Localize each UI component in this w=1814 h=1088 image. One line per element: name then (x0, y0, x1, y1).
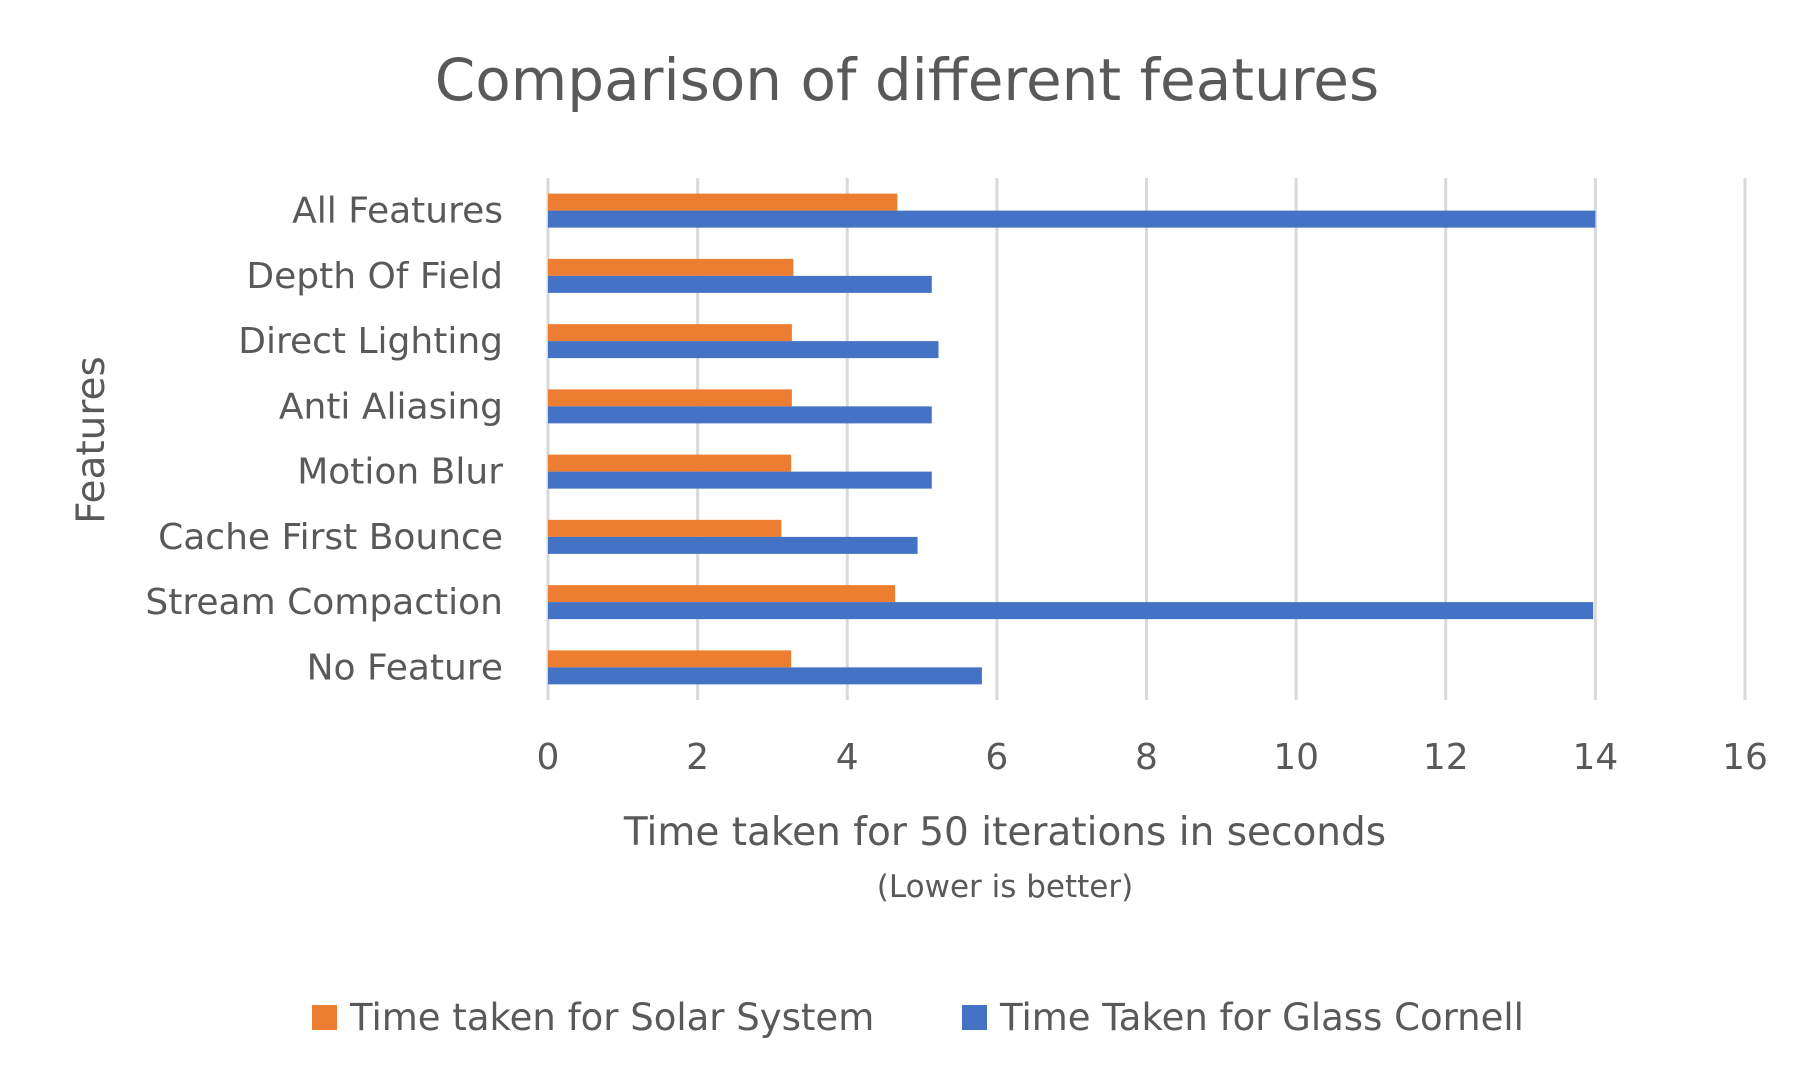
category-label: Anti Aliasing (279, 386, 503, 427)
bar-series-2 (548, 210, 1596, 228)
category-label: Depth Of Field (246, 256, 503, 297)
x-tick-label: 12 (1423, 737, 1469, 778)
bar-series-1 (548, 454, 792, 472)
legend-swatch (312, 1005, 337, 1030)
bar-series-2 (548, 275, 932, 293)
category-label: Cache First Bounce (158, 517, 503, 558)
bar-series-1 (548, 324, 792, 342)
x-tick-label: 14 (1572, 737, 1618, 778)
bar-series-2 (548, 471, 932, 489)
x-tick-label: 0 (537, 737, 560, 778)
x-tick-labels: 0 2 4 6 8 10 12 14 16 (537, 737, 1768, 778)
category-label: All Features (292, 191, 503, 232)
x-tick-label: 4 (836, 737, 859, 778)
x-axis-title: Time taken for 50 iterations in seconds (623, 810, 1386, 855)
category-label: Direct Lighting (238, 321, 503, 362)
x-tick-label: 2 (686, 737, 709, 778)
bars (548, 193, 1596, 685)
bar-series-2 (548, 536, 918, 554)
legend-swatch (962, 1005, 987, 1030)
bar-series-1 (548, 193, 898, 211)
bar-series-2 (548, 406, 932, 424)
bar-series-2 (548, 602, 1594, 620)
category-labels: All Features Depth Of Field Direct Lightin… (145, 191, 503, 689)
legend-label: Time Taken for Glass Cornell (999, 996, 1524, 1039)
bar-series-1 (548, 389, 792, 407)
category-label: Stream Compaction (145, 582, 503, 623)
bar-series-1 (548, 519, 782, 537)
x-tick-label: 10 (1273, 737, 1319, 778)
x-tick-label: 6 (985, 737, 1008, 778)
bar-series-1 (548, 258, 794, 276)
x-axis-note: (Lower is better) (877, 869, 1133, 905)
x-tick-label: 8 (1135, 737, 1158, 778)
y-axis-title: Features (69, 356, 114, 524)
bar-series-2 (548, 667, 982, 685)
bar-series-2 (548, 341, 939, 359)
category-label: No Feature (307, 647, 503, 688)
category-label: Motion Blur (297, 452, 503, 493)
gridlines (546, 178, 1747, 700)
x-tick-label: 16 (1722, 737, 1768, 778)
legend: Time taken for Solar System Time Taken fo… (312, 996, 1524, 1039)
bar-series-1 (548, 650, 792, 668)
bar-series-1 (548, 585, 896, 603)
chart-title: Comparison of different features (435, 46, 1379, 114)
legend-label: Time taken for Solar System (349, 996, 874, 1039)
